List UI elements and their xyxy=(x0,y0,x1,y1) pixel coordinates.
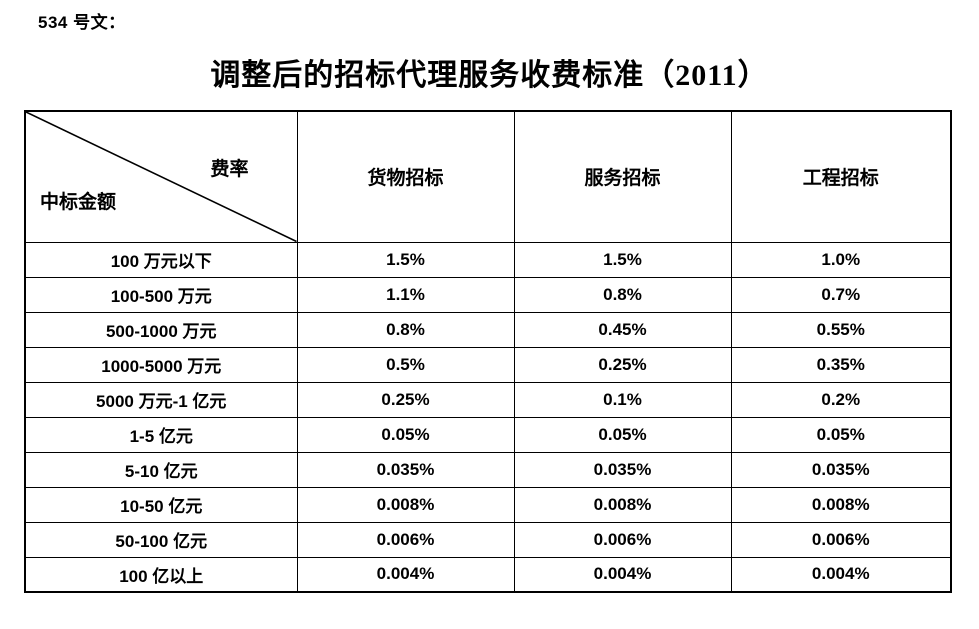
column-header-engineering: 工程招标 xyxy=(730,110,952,243)
table-row: 10-50 亿元 0.008% 0.008% 0.008% xyxy=(24,486,952,523)
service-rate-cell: 0.004% xyxy=(513,556,732,593)
goods-rate-cell: 0.8% xyxy=(296,311,515,348)
engineering-rate-cell: 0.004% xyxy=(730,556,952,593)
column-header-goods: 货物招标 xyxy=(296,110,515,243)
goods-rate-cell: 0.25% xyxy=(296,381,515,418)
service-rate-cell: 0.006% xyxy=(513,521,732,558)
table-row: 500-1000 万元 0.8% 0.45% 0.55% xyxy=(24,311,952,348)
fee-standard-table: 费率 中标金额 货物招标 服务招标 工程招标 100 万元以下 1.5% 1.5… xyxy=(24,110,952,593)
service-rate-cell: 0.1% xyxy=(513,381,732,418)
engineering-rate-cell: 0.035% xyxy=(730,451,952,488)
table-row: 1000-5000 万元 0.5% 0.25% 0.35% xyxy=(24,346,952,383)
diagonal-corner-cell: 费率 中标金额 xyxy=(24,110,298,243)
engineering-rate-cell: 0.7% xyxy=(730,276,952,313)
page-title: 调整后的招标代理服务收费标准（2011） xyxy=(210,59,769,92)
amount-cell: 5000 万元-1 亿元 xyxy=(24,381,298,418)
amount-cell: 100-500 万元 xyxy=(24,276,298,313)
service-rate-cell: 0.008% xyxy=(513,486,732,523)
doc-number: 534 号文： xyxy=(38,13,126,32)
table-row: 5-10 亿元 0.035% 0.035% 0.035% xyxy=(24,451,952,488)
engineering-rate-cell: 0.55% xyxy=(730,311,952,348)
service-rate-cell: 0.8% xyxy=(513,276,732,313)
engineering-rate-cell: 1.0% xyxy=(730,241,952,278)
service-rate-cell: 0.05% xyxy=(513,416,732,453)
amount-cell: 500-1000 万元 xyxy=(24,311,298,348)
table-row: 50-100 亿元 0.006% 0.006% 0.006% xyxy=(24,521,952,558)
service-rate-cell: 1.5% xyxy=(513,241,732,278)
amount-cell: 100 万元以下 xyxy=(24,241,298,278)
amount-cell: 1000-5000 万元 xyxy=(24,346,298,383)
goods-rate-cell: 1.5% xyxy=(296,241,515,278)
table-row: 5000 万元-1 亿元 0.25% 0.1% 0.2% xyxy=(24,381,952,418)
table-row: 100 亿以上 0.004% 0.004% 0.004% xyxy=(24,556,952,593)
table-header-row: 费率 中标金额 货物招标 服务招标 工程招标 xyxy=(24,110,952,243)
goods-rate-cell: 0.5% xyxy=(296,346,515,383)
corner-label-amount: 中标金额 xyxy=(40,191,117,213)
column-header-service: 服务招标 xyxy=(513,110,732,243)
table-row: 100 万元以下 1.5% 1.5% 1.0% xyxy=(24,241,952,278)
goods-rate-cell: 0.05% xyxy=(296,416,515,453)
engineering-rate-cell: 0.006% xyxy=(730,521,952,558)
goods-rate-cell: 0.004% xyxy=(296,556,515,593)
engineering-rate-cell: 0.2% xyxy=(730,381,952,418)
goods-rate-cell: 0.006% xyxy=(296,521,515,558)
amount-cell: 100 亿以上 xyxy=(24,556,298,593)
engineering-rate-cell: 0.35% xyxy=(730,346,952,383)
service-rate-cell: 0.035% xyxy=(513,451,732,488)
service-rate-cell: 0.25% xyxy=(513,346,732,383)
amount-cell: 1-5 亿元 xyxy=(24,416,298,453)
diagonal-line xyxy=(26,112,297,242)
goods-rate-cell: 0.035% xyxy=(296,451,515,488)
engineering-rate-cell: 0.008% xyxy=(730,486,952,523)
amount-cell: 50-100 亿元 xyxy=(24,521,298,558)
service-rate-cell: 0.45% xyxy=(513,311,732,348)
goods-rate-cell: 1.1% xyxy=(296,276,515,313)
engineering-rate-cell: 0.05% xyxy=(730,416,952,453)
goods-rate-cell: 0.008% xyxy=(296,486,515,523)
amount-cell: 10-50 亿元 xyxy=(24,486,298,523)
table-row: 100-500 万元 1.1% 0.8% 0.7% xyxy=(24,276,952,313)
corner-label-rate: 费率 xyxy=(210,159,249,180)
amount-cell: 5-10 亿元 xyxy=(24,451,298,488)
table-row: 1-5 亿元 0.05% 0.05% 0.05% xyxy=(24,416,952,453)
